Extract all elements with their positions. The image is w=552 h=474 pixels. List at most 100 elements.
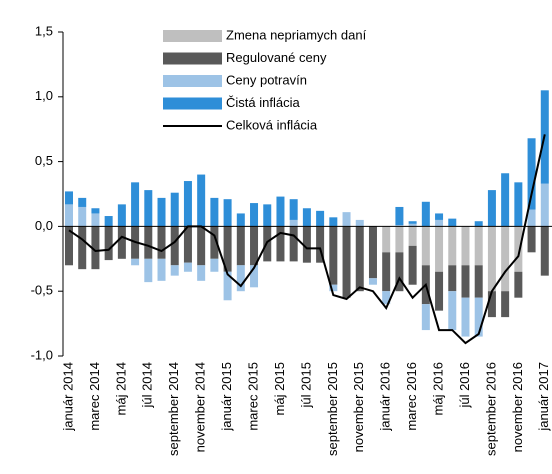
bar <box>276 196 285 227</box>
bar <box>487 291 496 318</box>
bar <box>276 226 285 262</box>
bar <box>65 204 73 227</box>
x-tick-label: január 2017 <box>536 362 551 432</box>
y-tick-label: 0,0 <box>35 218 53 233</box>
bar <box>210 258 219 272</box>
y-tick-label: 1,5 <box>35 23 53 38</box>
bar <box>236 226 245 266</box>
bar <box>78 206 87 227</box>
bar <box>157 197 166 227</box>
bar <box>368 278 377 285</box>
bar <box>117 204 126 227</box>
bar <box>65 191 73 205</box>
bar <box>329 284 338 292</box>
bar <box>408 223 417 227</box>
bar <box>78 226 87 270</box>
x-tick-label: marec 2016 <box>404 362 419 431</box>
bar <box>540 183 549 227</box>
bar <box>514 271 523 298</box>
bar <box>408 245 417 285</box>
bar <box>342 226 351 298</box>
x-tick-label: január 2016 <box>378 362 393 432</box>
bar <box>540 226 549 276</box>
bar <box>408 221 417 224</box>
bar <box>329 226 338 285</box>
bar <box>250 265 259 288</box>
x-tick-label: november 2015 <box>351 362 366 452</box>
x-tick-label: september 2016 <box>483 362 498 456</box>
bar <box>316 210 325 227</box>
bar <box>104 226 113 261</box>
x-tick-label: júl 2015 <box>298 362 313 409</box>
bar <box>355 219 364 227</box>
bar <box>448 265 457 292</box>
bar <box>448 291 457 331</box>
x-tick-label: september 2014 <box>166 362 181 456</box>
x-tick-label: máj 2015 <box>272 362 287 415</box>
x-tick-label: máj 2014 <box>113 362 128 415</box>
x-tick-label: november 2014 <box>193 362 208 452</box>
bar <box>316 226 325 263</box>
x-tick-label: júl 2016 <box>457 362 472 409</box>
legend-swatch <box>163 97 222 110</box>
bar <box>144 258 153 283</box>
bar <box>250 226 259 266</box>
bar <box>78 197 87 207</box>
y-tick-label: 0,5 <box>35 153 53 168</box>
bar <box>501 173 510 227</box>
x-tick-label: november 2016 <box>510 362 525 452</box>
bar <box>421 226 430 266</box>
bar <box>474 221 483 227</box>
bar <box>157 258 166 281</box>
bar <box>170 265 179 276</box>
bar <box>170 226 179 266</box>
bar <box>501 226 510 292</box>
bar <box>342 212 351 227</box>
bar <box>382 291 391 305</box>
y-tick-label: 1,0 <box>35 88 53 103</box>
legend-label: Zmena nepriamych daní <box>226 27 367 42</box>
line <box>68 134 546 345</box>
bar <box>382 226 391 253</box>
bar <box>527 226 536 253</box>
bar <box>250 203 259 227</box>
bar <box>382 252 391 292</box>
bar <box>461 265 470 298</box>
bar <box>421 201 430 227</box>
bar <box>289 226 298 262</box>
bar <box>474 265 483 298</box>
bar <box>501 291 510 318</box>
bar <box>91 208 100 214</box>
bar <box>131 182 140 227</box>
bar <box>183 181 192 227</box>
bar <box>461 226 470 266</box>
bar <box>435 226 444 272</box>
bar <box>91 226 100 270</box>
x-tick-label: máj 2016 <box>430 362 445 415</box>
legend-label: Ceny potravín <box>226 72 307 87</box>
bar <box>395 226 404 253</box>
bar <box>355 226 364 292</box>
y-tick-label: -1,0 <box>31 347 53 362</box>
bar <box>131 258 140 266</box>
bar <box>144 190 153 227</box>
bar <box>223 271 232 301</box>
bar <box>197 265 206 281</box>
x-tick-label: január 2015 <box>219 362 234 432</box>
bar <box>395 252 404 292</box>
bar <box>408 226 417 246</box>
bar <box>117 226 126 259</box>
bar <box>104 216 113 227</box>
legend-swatch <box>163 52 222 65</box>
bar <box>210 197 219 227</box>
bar <box>223 199 232 227</box>
bar <box>170 192 179 227</box>
legend-label: Čistá inflácia <box>226 95 300 110</box>
legend-swatch <box>163 30 222 42</box>
bar <box>289 219 298 227</box>
y-tick-label: -0,5 <box>31 283 53 298</box>
bar <box>210 226 219 259</box>
x-tick-label: júl 2014 <box>140 362 155 409</box>
x-tick-label: marec 2014 <box>87 362 102 431</box>
